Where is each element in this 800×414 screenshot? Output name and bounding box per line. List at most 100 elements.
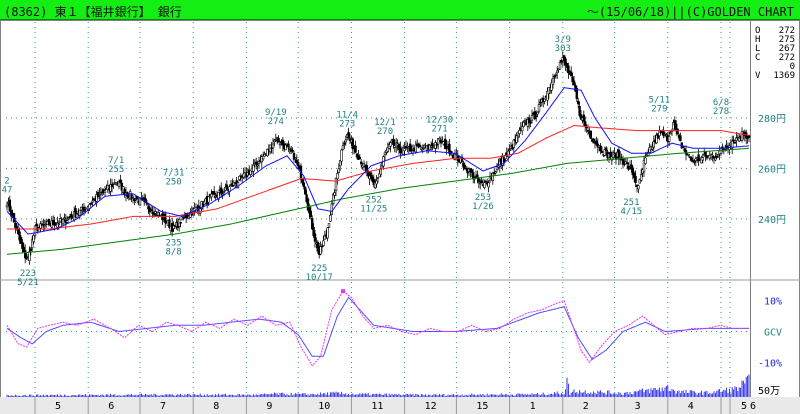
annotation-top: 253 — [475, 193, 491, 203]
candle-body — [303, 187, 307, 195]
candle-body — [676, 128, 679, 134]
candle-body — [414, 144, 417, 153]
annotation-bottom: 250 — [165, 178, 181, 188]
candle-body — [305, 194, 308, 203]
candle-body — [331, 194, 335, 204]
ohlc-label: H — [755, 35, 760, 45]
candle-body — [546, 90, 549, 101]
candle-body — [78, 209, 82, 216]
candle-body — [257, 161, 261, 164]
candle-body — [225, 184, 228, 190]
candle-body — [21, 241, 24, 249]
candle-body — [705, 155, 709, 159]
candle-body — [672, 122, 675, 130]
x-tick-label: 9 — [266, 401, 272, 412]
ohlc-value: 275 — [779, 35, 795, 45]
candle-body — [523, 119, 527, 122]
candle-body — [578, 105, 581, 116]
candle-body — [560, 59, 563, 63]
candle-body — [697, 154, 700, 162]
annotation-bottom: 11/25 — [360, 205, 387, 215]
candle-body — [536, 111, 539, 115]
candle-body — [378, 173, 381, 177]
candle-body — [30, 239, 34, 249]
candle-body — [308, 207, 311, 214]
candle-body — [319, 246, 322, 255]
annotation-bottom: 10/17 — [306, 273, 333, 283]
x-tick-label: 3 — [635, 401, 641, 412]
annotation-top: 5/11 — [649, 95, 671, 105]
candle-body — [533, 111, 537, 120]
candle-body — [288, 147, 291, 150]
candle-body — [470, 169, 473, 173]
candle-body — [399, 146, 402, 154]
candle-body — [558, 62, 562, 70]
candle-body — [642, 160, 646, 173]
candle-body — [646, 152, 650, 156]
candle-body — [294, 157, 297, 160]
annotation-top: 2 — [4, 176, 9, 186]
candle-body — [117, 181, 121, 187]
candle-body — [690, 157, 693, 161]
annotation-top: 6/8 — [713, 98, 729, 108]
candle-body — [480, 180, 483, 184]
candle-body — [431, 143, 434, 146]
candle-body — [747, 135, 751, 138]
candle-body — [694, 158, 698, 161]
candle-body — [157, 212, 160, 216]
candle-body — [740, 131, 744, 141]
candle-body — [320, 245, 324, 248]
gcv-line — [6, 290, 749, 367]
candle-body — [123, 189, 126, 195]
candle-body — [61, 219, 65, 225]
candle-body — [322, 240, 325, 246]
candle-body — [109, 184, 112, 192]
candle-body — [422, 145, 426, 149]
annotation-top: 12/30 — [426, 116, 453, 126]
candle-body — [182, 216, 185, 219]
candle-body — [179, 222, 182, 224]
candle-body — [150, 209, 153, 212]
candle-body — [330, 203, 333, 215]
annotation-bottom: 5/21 — [17, 278, 39, 288]
candle-body — [8, 199, 11, 212]
candle-body — [106, 185, 110, 190]
candle-body — [91, 200, 94, 203]
price-tick-label: 260円 — [758, 164, 786, 175]
candle-body — [554, 74, 558, 76]
candle-body — [487, 182, 490, 188]
candle-body — [95, 194, 98, 202]
title-bar: (8362) 東１【福井銀行】 銀行 〜(15/06/18)||(C)GOLDE… — [0, 0, 800, 20]
ohlc-value: 1369 — [773, 71, 795, 81]
candle-body — [494, 171, 497, 174]
candle-body — [421, 148, 424, 150]
annotation-top: 251 — [623, 198, 639, 208]
date-copyright: 〜(15/06/18)||(C)GOLDEN CHART — [586, 5, 794, 19]
gcv-peak-marker — [341, 289, 345, 294]
candle-body — [564, 58, 567, 67]
candle-body — [101, 191, 104, 194]
candle-body — [359, 161, 363, 165]
candle-body — [96, 192, 100, 198]
candle-body — [164, 213, 167, 223]
candle-body — [266, 148, 269, 157]
candle-body — [29, 248, 32, 251]
annotation-top: 7/31 — [163, 169, 185, 179]
candle-body — [347, 131, 350, 139]
candle-body — [334, 178, 338, 191]
candle-body — [292, 152, 296, 160]
candle-body — [665, 134, 668, 137]
ma-short-line — [6, 87, 750, 235]
candle-body — [716, 154, 720, 157]
candle-body — [119, 179, 122, 184]
volume-tick-label: 50万 — [758, 386, 780, 397]
candle-body — [537, 104, 541, 112]
candle-body — [595, 140, 598, 145]
candle-body — [637, 185, 640, 190]
candle-body — [562, 55, 566, 62]
candle-body — [418, 144, 422, 147]
ma-long-line — [6, 147, 750, 255]
candle-body — [306, 198, 310, 211]
annotation-bottom: 8/8 — [165, 248, 181, 258]
